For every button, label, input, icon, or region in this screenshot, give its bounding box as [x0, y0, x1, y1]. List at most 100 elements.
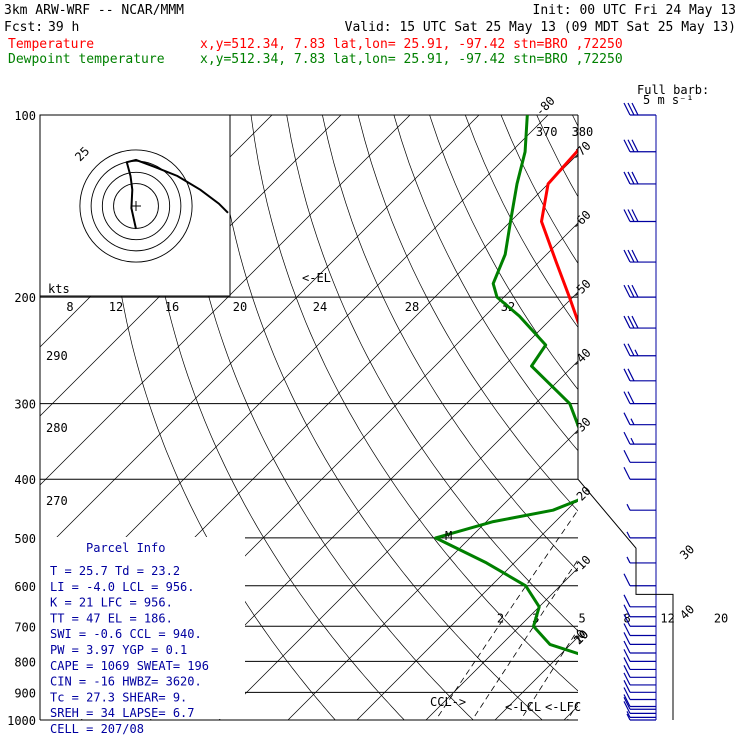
- parcel-value-row: TT = 47 EL = 186.: [50, 611, 173, 625]
- hodograph-trace: [125, 158, 229, 230]
- wind-barb-flag: [623, 672, 631, 686]
- dry-adiabat-line: [214, 115, 543, 720]
- wind-barb-flag: [623, 209, 631, 222]
- wind-barb-flag: [627, 249, 635, 263]
- dry-adiabat-line: [644, 115, 740, 733]
- wind-barb-flag: [623, 649, 631, 662]
- wind-barb-flag: [623, 632, 631, 645]
- isotherm-line: [494, 636, 578, 720]
- wind-barb: [623, 284, 656, 298]
- wind-barb-half-flag: [634, 349, 639, 357]
- wind-barb: [626, 503, 656, 511]
- forecast-label: Fcst:: [4, 20, 43, 35]
- sounding-series: [434, 115, 578, 656]
- wind-barb: [623, 657, 656, 671]
- parcel-value-row: K = 21 LFC = 956.: [50, 596, 173, 610]
- parcel-value-row: SWI = -0.6 CCL = 940.: [50, 627, 202, 641]
- wind-barb: [623, 209, 656, 223]
- wind-barb-flag: [627, 139, 635, 152]
- wind-barb-half-flag: [626, 531, 631, 539]
- theta-side-label: 270: [46, 494, 68, 508]
- wind-barb: [623, 665, 656, 678]
- parcel-values: T = 25.7 Td = 23.2 LI = -4.0 LCL = 956. K …: [50, 564, 209, 736]
- isotherm-line: [620, 102, 740, 733]
- wind-barb: [623, 466, 656, 480]
- parcel-annotations: <-EL CCL-> <-LCL <-LFC M: [302, 271, 581, 714]
- wind-barb-flag: [627, 209, 635, 222]
- hodograph-ring: [101, 171, 171, 241]
- dry-adiabat-line: [500, 115, 578, 264]
- mixing-ratio-label: 8: [623, 611, 630, 625]
- pressure-tick-labels: 100 200 300 400 500 600 700 800 900 1000: [7, 109, 36, 728]
- dry-adiabat-line: [286, 115, 578, 632]
- wind-barb-flag: [627, 368, 635, 382]
- mixing-ratio-label: 5: [579, 611, 586, 625]
- pressure-tick-label: 600: [14, 580, 36, 594]
- wind-barb-flag: [623, 249, 631, 263]
- wind-barb-flag: [623, 614, 631, 627]
- wind-barb-unit: 5 m s⁻¹: [643, 93, 694, 107]
- parcel-value-row: CELL = 207/08: [50, 722, 144, 736]
- parcel-value-row: SREH = 34 LAPSE= 6.7: [50, 706, 195, 720]
- wind-barb-key: Full barb:: [637, 83, 709, 97]
- isotherm-tick-label: 30: [677, 542, 697, 562]
- isotherm-line: [356, 498, 578, 720]
- theta-label: 380: [572, 125, 594, 139]
- wind-barb: [626, 713, 656, 721]
- wind-barb: [623, 604, 656, 618]
- isotherm-line: [40, 115, 480, 555]
- wind-barb: [623, 701, 656, 714]
- pressure-tick-label: 500: [14, 532, 36, 546]
- wind-barb-flag: [623, 694, 631, 707]
- dry-adiabat-line: [250, 115, 578, 692]
- mixing-ratio-lines: [435, 509, 578, 720]
- parcel-value-row: Tc = 27.3 SHEAR= 9.: [50, 690, 187, 704]
- wind-barb: [623, 632, 656, 646]
- wind-barb-half-flag: [626, 713, 631, 721]
- wind-barb: [623, 697, 656, 710]
- hodograph-speed-label: 16: [165, 300, 179, 314]
- wind-barb: [623, 343, 656, 357]
- pressure-tick-label: 300: [14, 398, 36, 412]
- theta-labels: 370 380 290 280 270: [46, 125, 593, 508]
- wind-barb-flag: [623, 594, 631, 608]
- wind-barb: [626, 556, 656, 564]
- wind-barb-flag: [623, 680, 631, 693]
- parcel-panel-background: [40, 537, 245, 719]
- hodograph-speed-label: 20: [233, 300, 247, 314]
- wind-barb-flag: [631, 209, 639, 222]
- wind-barb-flag: [623, 665, 631, 678]
- wind-barb: [623, 249, 656, 263]
- isotherm-tick-label: 40: [677, 602, 697, 622]
- wind-barb-flag: [627, 284, 635, 298]
- dewpoint-legend: Dewpoint temperature: [8, 52, 165, 67]
- dry-adiabat-line: [680, 115, 740, 733]
- theta-side-label: 290: [46, 349, 68, 363]
- wind-barb-flag: [623, 687, 631, 700]
- wind-barb-flag: [623, 139, 631, 152]
- pressure-tick-label: 900: [14, 686, 36, 700]
- plot-frame: [39, 115, 674, 720]
- wind-barb: [623, 431, 656, 445]
- wind-barb: [626, 711, 656, 718]
- wind-barb: [623, 687, 656, 701]
- m-marker: M: [445, 529, 452, 543]
- wind-barb-flag: [627, 391, 635, 404]
- wind-barb: [623, 623, 656, 637]
- dry-adiabat-line: [536, 115, 578, 198]
- plot-edge: [577, 115, 674, 720]
- wind-barb-flag: [627, 171, 635, 185]
- valid-time: Valid: 15 UTC Sat 25 May 13 (09 MDT Sat …: [345, 20, 736, 35]
- wind-barb: [623, 450, 656, 463]
- wind-barb-flag: [623, 368, 631, 382]
- wind-barb: [623, 640, 656, 654]
- wind-barb-flag: [627, 315, 635, 329]
- wind-barb-half-flag: [630, 437, 635, 445]
- dry-adiabat-line: [464, 115, 578, 328]
- wind-barb-flag: [623, 450, 631, 463]
- isotherm-line: [287, 429, 578, 720]
- hodograph-speed-label: 24: [313, 300, 327, 314]
- wind-barb: [623, 102, 656, 116]
- dry-adiabat-line: [143, 115, 405, 720]
- wind-barb-flag: [623, 343, 631, 357]
